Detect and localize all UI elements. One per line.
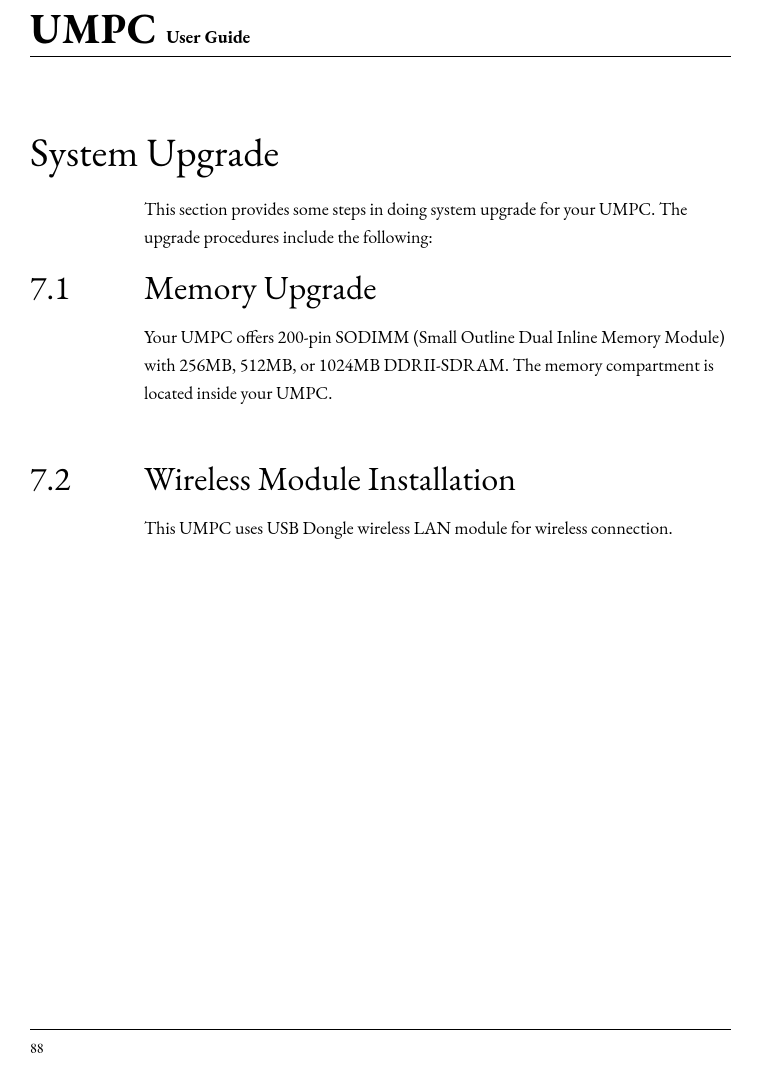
- main-title: System Upgrade: [30, 130, 731, 174]
- footer-rule: [30, 1029, 731, 1030]
- page-content: System Upgrade This section provides som…: [30, 130, 731, 557]
- document-page: UMPC User Guide System Upgrade This sect…: [0, 0, 761, 1080]
- page-header: UMPC User Guide: [30, 0, 731, 57]
- section-heading: 7.1 Memory Upgrade: [30, 266, 731, 310]
- header-title-main: UMPC: [30, 0, 157, 50]
- page-number: 88: [30, 1040, 731, 1058]
- section-heading: 7.2 Wireless Module Installation: [30, 457, 731, 501]
- header-title-sub: User Guide: [166, 29, 250, 47]
- section-title: Wireless Module Installation: [144, 457, 516, 501]
- section-body: This UMPC uses USB Dongle wireless LAN m…: [30, 515, 731, 543]
- header-rule: [30, 56, 731, 57]
- intro-paragraph: This section provides some steps in doin…: [30, 196, 731, 252]
- section-title: Memory Upgrade: [144, 266, 376, 310]
- section-number: 7.2: [30, 457, 144, 501]
- page-footer: 88: [30, 1029, 731, 1058]
- section-body: Your UMPC offers 200-pin SODIMM (Small O…: [30, 324, 731, 408]
- section-spacer: [30, 421, 731, 457]
- section-number: 7.1: [30, 266, 144, 310]
